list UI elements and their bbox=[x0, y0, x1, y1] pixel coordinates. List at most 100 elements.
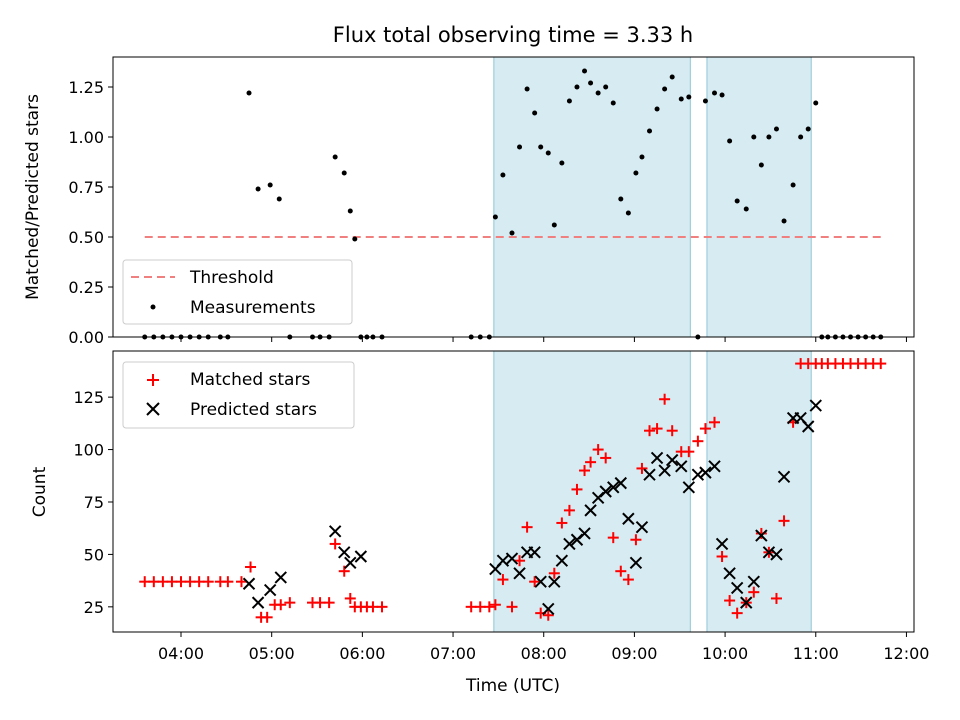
predicted-star-marker bbox=[770, 548, 783, 561]
x-tick-label: 09:00 bbox=[611, 644, 657, 663]
matched-star-marker bbox=[724, 595, 736, 607]
predicted-star-marker bbox=[691, 468, 705, 481]
top-plot-frame bbox=[112, 56, 915, 338]
matched-star-marker bbox=[630, 534, 642, 546]
matched-star-marker bbox=[548, 567, 560, 579]
measurement-point bbox=[798, 134, 804, 140]
predicted-star-marker bbox=[563, 537, 576, 551]
x-tick-label: 07:00 bbox=[430, 644, 476, 663]
predicted-star-marker bbox=[513, 567, 526, 580]
measurement-point bbox=[276, 196, 282, 202]
matched-star-marker bbox=[709, 416, 721, 428]
measurement-point bbox=[805, 126, 811, 132]
measurement-point bbox=[766, 134, 772, 140]
top-plot: 0.00 0.25 0.50 0.75 1.00 1.25 Matched/Predict… bbox=[23, 56, 915, 347]
shaded-interval bbox=[493, 350, 691, 633]
bottom-x-ticks: 04:00 05:00 06:00 07:00 08:00 09:00 10:00 11:00… bbox=[158, 632, 929, 663]
matched-star-marker bbox=[222, 576, 234, 588]
predicted-star-marker bbox=[658, 464, 671, 477]
matched-star-marker bbox=[778, 515, 790, 527]
measurement-point bbox=[743, 206, 749, 212]
measurement-point bbox=[566, 98, 572, 104]
predicted-star-marker bbox=[263, 583, 277, 597]
matched-star-marker bbox=[489, 599, 501, 611]
x-tick-label: 11:00 bbox=[793, 644, 839, 663]
predicted-star-marker bbox=[251, 596, 265, 609]
measurement-point bbox=[669, 74, 675, 80]
predicted-star-marker bbox=[682, 481, 696, 494]
predicted-star-marker bbox=[740, 596, 753, 609]
matched-star-marker bbox=[666, 425, 678, 437]
y-tick-label: 25 bbox=[84, 598, 104, 617]
predicted-star-marker bbox=[614, 476, 628, 490]
measurement-point bbox=[509, 230, 515, 236]
predicted-star-marker bbox=[635, 520, 649, 534]
x-tick-label: 10:00 bbox=[702, 644, 748, 663]
measurement-point bbox=[574, 84, 580, 90]
y-tick-label: 50 bbox=[84, 545, 104, 564]
matched-star-marker bbox=[636, 462, 648, 474]
matched-star-marker bbox=[770, 592, 782, 604]
matched-star-marker bbox=[529, 576, 541, 588]
measurement-point bbox=[267, 182, 273, 188]
measurement-point bbox=[545, 150, 551, 156]
predicted-star-marker bbox=[762, 546, 776, 559]
x-tick-label: 12:00 bbox=[883, 644, 929, 663]
predicted-star-marker bbox=[578, 527, 591, 540]
bottom-plot: 25 50 75 100 125 04:00 05:00 06:00 07:00 08:00 09… bbox=[30, 350, 929, 696]
measurement-point bbox=[751, 134, 757, 140]
predicted-star-marker bbox=[548, 575, 561, 588]
measurement-point bbox=[352, 236, 358, 242]
measurement-point bbox=[347, 208, 353, 214]
matched-star-marker bbox=[514, 555, 526, 567]
bottom-legend: Matched stars Predicted stars bbox=[122, 361, 355, 429]
legend-matched-label: Matched stars bbox=[190, 370, 310, 390]
predicted-star-marker bbox=[629, 556, 643, 570]
matched-star-marker bbox=[323, 597, 335, 609]
measurement-point bbox=[532, 110, 538, 116]
predicted-star-marker bbox=[715, 537, 729, 551]
top-legend-box bbox=[122, 259, 353, 325]
y-tick-label: 100 bbox=[73, 441, 104, 460]
matched-star-marker bbox=[600, 452, 612, 464]
matched-star-marker bbox=[875, 358, 887, 370]
measurement-point bbox=[719, 92, 725, 98]
matched-star-marker bbox=[683, 446, 695, 458]
measurement-point bbox=[773, 126, 779, 132]
matched-star-marker bbox=[692, 435, 704, 447]
predicted-star-marker bbox=[622, 512, 635, 525]
matched-star-marker bbox=[497, 574, 509, 586]
bottom-legend-box bbox=[122, 361, 355, 429]
measurement-point bbox=[551, 222, 557, 228]
predicted-star-marker bbox=[338, 546, 351, 559]
bottom-y-axis-label: Count bbox=[30, 466, 50, 517]
x-tick-label: 08:00 bbox=[521, 644, 567, 663]
measurement-point bbox=[492, 214, 498, 220]
predicted-star-marker bbox=[584, 504, 597, 517]
measurement-point bbox=[702, 98, 708, 104]
matched-star-marker bbox=[622, 574, 634, 586]
predicted-star-marker bbox=[242, 577, 256, 590]
predicted-star-marker bbox=[747, 575, 761, 588]
y-tick-label: 1.25 bbox=[68, 78, 104, 97]
measurement-point bbox=[781, 218, 787, 224]
matched-star-marker bbox=[651, 423, 663, 435]
matched-star-marker bbox=[329, 538, 341, 550]
top-x-ticks bbox=[180, 337, 907, 342]
measurement-point bbox=[678, 96, 684, 102]
measurement-point bbox=[625, 210, 631, 216]
measurement-point bbox=[734, 198, 740, 204]
measurement-point bbox=[639, 154, 645, 160]
predicted-star-marker bbox=[650, 451, 664, 465]
measurement-point bbox=[582, 68, 588, 74]
matched-star-marker bbox=[699, 423, 711, 435]
measurement-point bbox=[500, 172, 506, 178]
measurement-point bbox=[662, 86, 668, 92]
predicted-star-marker bbox=[708, 460, 721, 473]
shaded-interval bbox=[493, 56, 691, 338]
matched-star-marker bbox=[275, 599, 287, 611]
matched-star-marker bbox=[284, 597, 296, 609]
predicted-star-marker bbox=[354, 550, 368, 563]
matched-star-marker bbox=[659, 393, 671, 405]
predicted-star-marker bbox=[328, 525, 342, 538]
